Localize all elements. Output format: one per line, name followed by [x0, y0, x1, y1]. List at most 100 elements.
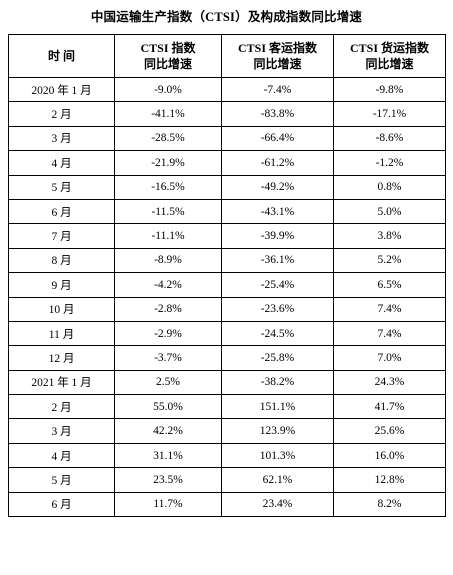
- cell-ctsi: -16.5%: [114, 174, 222, 200]
- cell-ctsi: 42.2%: [114, 418, 222, 444]
- cell-passenger: -38.2%: [221, 369, 334, 396]
- table-row: 8 月 -8.9% -36.1% 5.2%: [8, 247, 446, 274]
- cell-freight: -1.2%: [333, 150, 446, 176]
- cell-freight: 3.8%: [333, 223, 446, 249]
- header-passenger-line2: 同比增速: [253, 57, 302, 71]
- table-row: 6 月 11.7% 23.4% 8.2%: [8, 491, 446, 518]
- cell-freight: 41.7%: [333, 394, 446, 420]
- table-header: 时 间 CTSI 指数 同比增速 CTSI 客运指数 同比增速 CTSI 货运指…: [8, 34, 446, 78]
- table-row: 9 月 -4.2% -25.4% 6.5%: [8, 272, 446, 298]
- table-row: 4 月 31.1% 101.3% 16.0%: [8, 442, 446, 469]
- header-freight-line1: CTSI 货运指数: [349, 41, 429, 55]
- cell-freight: 12.8%: [333, 467, 446, 493]
- cell-ctsi: -11.5%: [114, 198, 222, 225]
- cell-ctsi: -8.9%: [114, 247, 222, 274]
- cell-period: 12 月: [8, 345, 115, 371]
- table-row: 3 月 -28.5% -66.4% -8.6%: [8, 125, 446, 152]
- header-time: 时 间: [8, 34, 115, 78]
- cell-period: 4 月: [8, 150, 115, 176]
- cell-period: 2021 年 1 月: [8, 369, 115, 396]
- cell-freight: 7.4%: [333, 320, 446, 347]
- cell-freight: -9.8%: [333, 76, 446, 103]
- cell-passenger: -66.4%: [221, 125, 334, 152]
- cell-freight: 6.5%: [333, 272, 446, 298]
- cell-ctsi: -2.8%: [114, 296, 222, 322]
- cell-freight: 25.6%: [333, 418, 446, 444]
- cell-period: 8 月: [8, 247, 115, 274]
- table-row: 3 月 42.2% 123.9% 25.6%: [8, 418, 446, 444]
- table-row: 5 月 -16.5% -49.2% 0.8%: [8, 174, 446, 200]
- cell-ctsi: -21.9%: [114, 150, 222, 176]
- cell-passenger: 123.9%: [221, 418, 334, 444]
- cell-ctsi: -9.0%: [114, 76, 222, 103]
- header-ctsi-line2: 同比增速: [143, 57, 192, 71]
- cell-passenger: 23.4%: [221, 491, 334, 518]
- cell-ctsi: -41.1%: [114, 101, 222, 127]
- cell-ctsi: 31.1%: [114, 442, 222, 469]
- cell-passenger: -36.1%: [221, 247, 334, 274]
- cell-ctsi: -3.7%: [114, 345, 222, 371]
- header-time-label: 时 间: [47, 49, 75, 63]
- cell-period: 5 月: [8, 174, 115, 200]
- table-row: 11 月 -2.9% -24.5% 7.4%: [8, 320, 446, 347]
- cell-period: 9 月: [8, 272, 115, 298]
- cell-ctsi: -28.5%: [114, 125, 222, 152]
- cell-freight: 7.0%: [333, 345, 446, 371]
- table-row: 2 月 55.0% 151.1% 41.7%: [8, 394, 446, 420]
- cell-period: 6 月: [8, 198, 115, 225]
- table-row: 2021 年 1 月 2.5% -38.2% 24.3%: [8, 369, 446, 396]
- header-freight-line2: 同比增速: [365, 57, 414, 71]
- table-body: 2020 年 1 月 -9.0% -7.4% -9.8% 2 月 -41.1% -83.8%…: [8, 76, 446, 518]
- cell-freight: 16.0%: [333, 442, 446, 469]
- cell-passenger: -49.2%: [221, 174, 334, 200]
- cell-ctsi: 11.7%: [114, 491, 222, 518]
- cell-ctsi: -11.1%: [114, 223, 222, 249]
- cell-period: 5 月: [8, 467, 115, 493]
- table-row: 6 月 -11.5% -43.1% 5.0%: [8, 198, 446, 225]
- header-ctsi: CTSI 指数 同比增速: [114, 34, 222, 78]
- header-row: 时 间 CTSI 指数 同比增速 CTSI 客运指数 同比增速 CTSI 货运指…: [8, 34, 446, 78]
- cell-ctsi: 55.0%: [114, 394, 222, 420]
- table-row: 2 月 -41.1% -83.8% -17.1%: [8, 101, 446, 127]
- cell-freight: 24.3%: [333, 369, 446, 396]
- cell-period: 3 月: [8, 125, 115, 152]
- cell-passenger: 151.1%: [221, 394, 334, 420]
- cell-period: 10 月: [8, 296, 115, 322]
- cell-ctsi: -4.2%: [114, 272, 222, 298]
- table-row: 5 月 23.5% 62.1% 12.8%: [8, 467, 446, 493]
- table-row: 12 月 -3.7% -25.8% 7.0%: [8, 345, 446, 371]
- cell-period: 3 月: [8, 418, 115, 444]
- table-row: 10 月 -2.8% -23.6% 7.4%: [8, 296, 446, 322]
- table-row: 4 月 -21.9% -61.2% -1.2%: [8, 150, 446, 176]
- cell-passenger: -23.6%: [221, 296, 334, 322]
- table-row: 7 月 -11.1% -39.9% 3.8%: [8, 223, 446, 249]
- cell-passenger: 101.3%: [221, 442, 334, 469]
- cell-ctsi: -2.9%: [114, 320, 222, 347]
- cell-period: 2 月: [8, 394, 115, 420]
- cell-freight: 0.8%: [333, 174, 446, 200]
- ctsi-growth-table: 时 间 CTSI 指数 同比增速 CTSI 客运指数 同比增速 CTSI 货运指…: [8, 34, 446, 518]
- header-passenger: CTSI 客运指数 同比增速: [221, 34, 334, 78]
- header-passenger-line1: CTSI 客运指数: [237, 41, 317, 55]
- cell-freight: -8.6%: [333, 125, 446, 152]
- cell-freight: -17.1%: [333, 101, 446, 127]
- cell-period: 11 月: [8, 320, 115, 347]
- cell-passenger: -24.5%: [221, 320, 334, 347]
- cell-passenger: -83.8%: [221, 101, 334, 127]
- cell-passenger: -7.4%: [221, 76, 334, 103]
- cell-period: 2 月: [8, 101, 115, 127]
- cell-passenger: -39.9%: [221, 223, 334, 249]
- header-ctsi-line1: CTSI 指数: [140, 41, 196, 55]
- header-freight: CTSI 货运指数 同比增速: [333, 34, 446, 78]
- cell-ctsi: 23.5%: [114, 467, 222, 493]
- cell-passenger: -25.8%: [221, 345, 334, 371]
- cell-freight: 8.2%: [333, 491, 446, 518]
- cell-freight: 7.4%: [333, 296, 446, 322]
- cell-passenger: -43.1%: [221, 198, 334, 225]
- cell-passenger: -25.4%: [221, 272, 334, 298]
- cell-period: 2020 年 1 月: [8, 76, 115, 103]
- cell-ctsi: 2.5%: [114, 369, 222, 396]
- cell-passenger: 62.1%: [221, 467, 334, 493]
- cell-period: 7 月: [8, 223, 115, 249]
